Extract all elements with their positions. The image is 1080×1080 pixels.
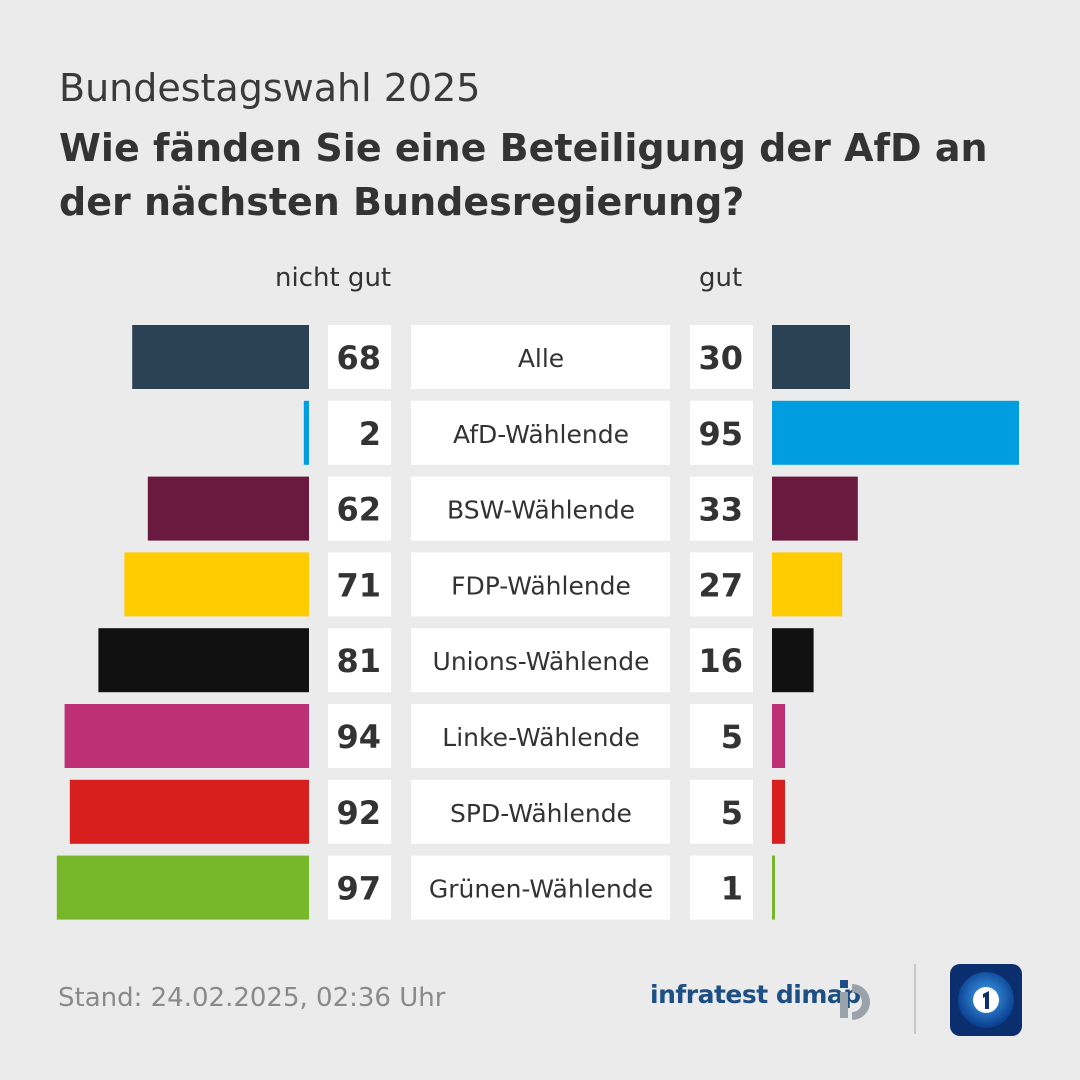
value-label-nicht-gut: 92 (336, 794, 381, 832)
bar-gut (772, 325, 850, 389)
category-box (411, 704, 670, 768)
bar-gut (772, 400, 1019, 465)
bar-nicht-gut (64, 704, 309, 768)
category-label: FDP-Wählende (451, 571, 631, 600)
value-box-gut (690, 855, 753, 920)
bar-nicht-gut (69, 779, 309, 844)
bar-nicht-gut (132, 325, 309, 389)
value-label-gut: 5 (721, 718, 743, 756)
timestamp-text: Stand: 24.02.2025, 02:36 Uhr (58, 983, 446, 1013)
category-box (411, 779, 670, 844)
value-box-gut (690, 704, 753, 768)
bar-gut (772, 628, 814, 693)
value-label-nicht-gut: 97 (336, 870, 381, 908)
category-box (411, 855, 670, 920)
chart-title: Wie fänden Sie eine Beteiligung der AfD … (59, 126, 988, 224)
category-label: BSW-Wählende (447, 496, 635, 525)
value-label-gut: 16 (698, 642, 743, 680)
value-box-nicht-gut (328, 400, 391, 465)
value-label-nicht-gut: 62 (336, 491, 381, 529)
value-box-nicht-gut (328, 779, 391, 844)
source-logo-text: infratest dimap (650, 980, 861, 1009)
value-label-nicht-gut: 81 (336, 642, 381, 680)
bar-nicht-gut (147, 476, 309, 541)
bar-nicht-gut (56, 855, 309, 920)
value-box-nicht-gut (328, 855, 391, 920)
value-label-nicht-gut: 94 (336, 718, 381, 756)
value-box-gut (690, 779, 753, 844)
category-label: Unions-Wählende (433, 647, 650, 676)
category-box (411, 400, 670, 465)
value-box-nicht-gut (328, 704, 391, 768)
value-label-nicht-gut: 71 (336, 566, 381, 604)
value-box-nicht-gut (328, 325, 391, 389)
value-box-gut (690, 552, 753, 617)
bar-gut (772, 704, 785, 768)
value-box-nicht-gut (328, 476, 391, 541)
column-header-gut: gut (699, 263, 743, 293)
value-box-gut (690, 476, 753, 541)
value-box-gut (690, 400, 753, 465)
bar-gut (772, 476, 858, 541)
value-box-gut (690, 325, 753, 389)
category-label: AfD-Wählende (453, 420, 629, 449)
category-box (411, 552, 670, 617)
category-label: Alle (518, 344, 564, 373)
value-label-gut: 27 (698, 566, 743, 604)
value-label-nicht-gut: 68 (336, 339, 381, 377)
value-label-gut: 5 (721, 794, 743, 832)
value-label-nicht-gut: 2 (359, 415, 381, 453)
category-label: Grünen-Wählende (429, 875, 653, 904)
bar-nicht-gut (124, 552, 310, 617)
value-label-gut: 1 (721, 870, 743, 908)
bar-nicht-gut (303, 400, 309, 465)
category-box (411, 476, 670, 541)
bar-gut (772, 779, 785, 844)
bar-nicht-gut (98, 628, 310, 693)
category-box (411, 325, 670, 389)
value-box-gut (690, 628, 753, 693)
category-label: SPD-Wählende (450, 799, 632, 828)
value-box-nicht-gut (328, 552, 391, 617)
tagesschau-logo-icon (950, 964, 1022, 1036)
bar-gut (772, 855, 775, 920)
bar-gut (772, 552, 843, 617)
chart-supertitle: Bundestagswahl 2025 (59, 66, 481, 110)
value-label-gut: 33 (698, 491, 743, 529)
footer-divider (914, 964, 916, 1034)
category-box (411, 628, 670, 693)
value-label-gut: 30 (698, 339, 743, 377)
column-header-nicht-gut: nicht gut (275, 263, 392, 293)
value-label-gut: 95 (698, 415, 743, 453)
category-label: Linke-Wählende (442, 723, 639, 752)
infratest-dimap-logo-icon (840, 980, 870, 1020)
value-box-nicht-gut (328, 628, 391, 693)
